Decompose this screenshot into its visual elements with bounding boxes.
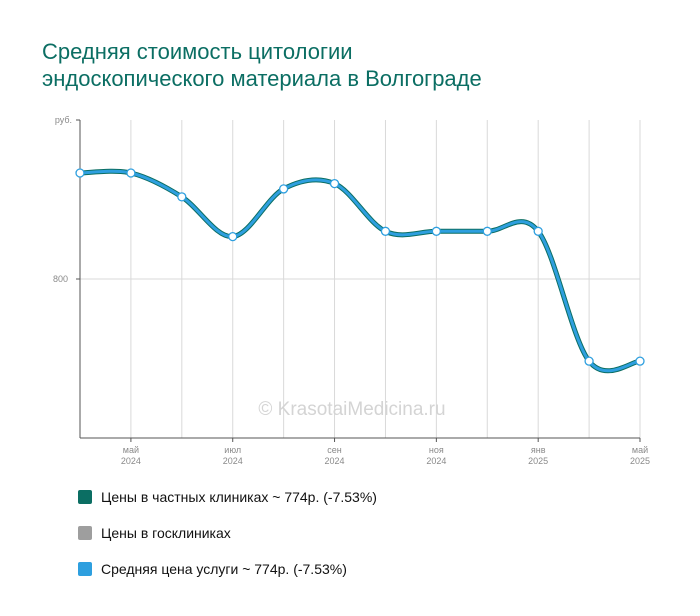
x-tick-label-month: сен [327, 445, 342, 455]
x-tick-label-month: ноя [429, 445, 444, 455]
data-point [533, 226, 543, 236]
data-point [228, 231, 238, 242]
legend-item-public[interactable]: Цены в госклиниках [78, 524, 377, 542]
line-chart: 800руб.май2024июл2024сен2024ноя2024янв20… [53, 115, 650, 466]
x-tick-label-month: май [632, 445, 648, 455]
legend-swatch-private [78, 490, 92, 504]
data-point [431, 226, 442, 236]
legend: Цены в частных клиниках ~ 774р. (-7.53%)… [78, 488, 377, 596]
legend-item-private[interactable]: Цены в частных клиниках ~ 774р. (-7.53%) [78, 488, 377, 506]
data-point [584, 356, 594, 366]
x-tick-label-year: 2024 [223, 456, 243, 466]
y-unit-label: руб. [55, 115, 72, 125]
y-tick-label: 800 [53, 274, 68, 284]
x-tick-label-year: 2024 [325, 456, 345, 466]
chart-title: Средняя стоимость цитологии эндоскопичес… [42, 38, 662, 92]
data-point [177, 192, 187, 202]
legend-swatch-public [78, 526, 92, 540]
series-line-average [78, 169, 642, 373]
x-tick-label-year: 2025 [630, 456, 650, 466]
legend-swatch-average [78, 562, 92, 576]
x-tick-label-month: июл [224, 445, 241, 455]
data-point [482, 226, 492, 236]
chart-title-line-2: эндоскопического материала в Волгограде [42, 66, 482, 91]
x-tick-label-year: 2024 [121, 456, 141, 466]
legend-label-private: Цены в частных клиниках ~ 774р. (-7.53%) [101, 489, 377, 505]
data-point [329, 178, 340, 189]
legend-item-average[interactable]: Средняя цена услуги ~ 774р. (-7.53%) [78, 560, 377, 578]
data-point [126, 168, 136, 178]
watermark: © KrasotaiMedicina.ru [258, 399, 445, 420]
x-tick-label-year: 2025 [528, 456, 548, 466]
data-point [278, 184, 289, 194]
x-tick-label-year: 2024 [426, 456, 446, 466]
data-point [380, 226, 391, 236]
data-point [75, 168, 85, 178]
legend-label-average: Средняя цена услуги ~ 774р. (-7.53%) [101, 561, 347, 577]
legend-label-public: Цены в госклиниках [101, 525, 231, 541]
data-point [635, 356, 645, 366]
x-tick-label-month: янв [531, 445, 546, 455]
x-tick-label-month: май [123, 445, 139, 455]
chart-title-line-1: Средняя стоимость цитологии [42, 39, 353, 64]
